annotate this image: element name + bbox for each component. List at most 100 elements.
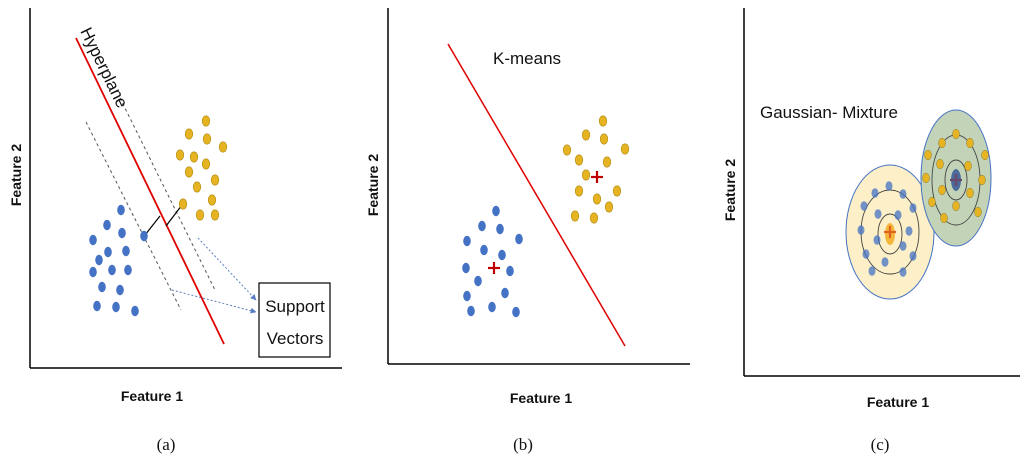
gaussian-contour-inner (944, 159, 968, 201)
panel-b-yellow-cluster (562, 115, 630, 224)
panel-a-support-vectors-box (258, 282, 331, 358)
panel-b-yellow-centroid-marker (591, 171, 603, 183)
data-point (922, 172, 930, 184)
data-point (592, 193, 602, 205)
panel-a-support-link-blue (144, 215, 161, 236)
data-point (462, 262, 470, 274)
panel-a-support-link-yellow (165, 204, 183, 227)
panel-c-axes (743, 8, 1020, 377)
data-point (506, 265, 514, 277)
data-point (938, 184, 946, 196)
data-point (570, 210, 580, 222)
data-point (581, 129, 591, 141)
data-point (928, 196, 936, 208)
panel-a-svm: Feature 2 Feature 1 Hyperplane (8, 8, 342, 454)
panel-a-margin-right (119, 97, 216, 291)
panel-c-green-component (920, 109, 992, 247)
data-point (598, 115, 608, 127)
data-point (195, 209, 205, 221)
data-point (899, 241, 907, 251)
data-point (202, 133, 212, 145)
data-point (924, 149, 932, 161)
data-point (89, 234, 97, 246)
data-point (492, 205, 500, 217)
data-point (463, 290, 471, 302)
panel-c-gmm: Feature 2 Feature 1 Gaussian- Mixture (722, 8, 1020, 454)
data-point (89, 266, 97, 278)
panel-a-yellow-cluster (175, 115, 228, 221)
data-point (966, 137, 974, 149)
data-point (952, 200, 960, 212)
data-point (562, 144, 572, 156)
data-point (108, 264, 116, 276)
panel-a-arrow-upper (197, 237, 257, 301)
data-point (938, 137, 946, 149)
data-point (604, 201, 614, 213)
data-point (474, 275, 482, 287)
data-point (131, 305, 139, 317)
data-point (599, 133, 609, 145)
panel-a-y-axis-title: Feature 2 (8, 144, 24, 206)
data-point (480, 244, 488, 256)
panel-b-method-label: K-means (493, 49, 561, 68)
panel-a-caption: (a) (157, 435, 176, 454)
data-point (602, 156, 612, 168)
data-point (873, 235, 881, 245)
data-point (857, 225, 865, 235)
data-point (112, 301, 120, 313)
panel-c-green-mean-marker (950, 174, 962, 186)
data-point (899, 189, 907, 199)
data-point (498, 249, 506, 261)
data-point (192, 181, 202, 193)
data-point (124, 264, 132, 276)
data-point (210, 174, 220, 186)
panel-c-y-axis-title: Feature 2 (722, 159, 738, 221)
data-point (207, 194, 217, 206)
data-point (589, 212, 599, 224)
data-point (885, 181, 893, 191)
data-point (463, 235, 471, 247)
data-point (612, 185, 622, 197)
data-point (201, 158, 211, 170)
data-point (116, 284, 124, 296)
data-point (940, 212, 948, 224)
panel-b-x-axis-title: Feature 1 (510, 390, 572, 406)
data-point (501, 287, 509, 299)
panel-a-arrow-lower (171, 289, 257, 314)
support-vector-point (140, 230, 148, 242)
panel-a-blue-cluster (89, 204, 148, 317)
data-point (952, 128, 960, 140)
data-point (909, 251, 917, 261)
data-point (574, 154, 584, 166)
panel-b-kmeans: Feature 2 Feature 1 K-means (365, 8, 690, 454)
data-point (175, 149, 185, 161)
data-point (871, 188, 879, 198)
data-point (862, 249, 870, 259)
panel-c-yellow-component (845, 164, 935, 300)
panel-c-method-label: Gaussian- Mixture (760, 103, 898, 122)
data-point (860, 201, 868, 211)
data-point (118, 227, 126, 239)
data-point (936, 158, 944, 170)
data-point (515, 233, 523, 245)
data-point (874, 209, 882, 219)
data-point (184, 166, 194, 178)
panel-a-axes (29, 8, 342, 369)
data-point (478, 220, 486, 232)
panel-c-caption: (c) (871, 435, 890, 454)
data-point (899, 267, 907, 277)
panel-b-axes (387, 8, 690, 365)
data-point (184, 128, 194, 140)
data-point (201, 115, 211, 127)
data-point (93, 300, 101, 312)
data-point (98, 281, 106, 293)
panel-a-x-axis-title: Feature 1 (121, 388, 183, 404)
panel-c-yellow-mean-marker (884, 226, 896, 238)
panel-b-blue-centroid-marker (488, 262, 500, 274)
data-point (104, 246, 112, 258)
panel-a-hyperplane (75, 37, 225, 345)
data-point (189, 151, 199, 163)
panel-a-margin-left (85, 121, 182, 311)
data-point (978, 174, 986, 186)
